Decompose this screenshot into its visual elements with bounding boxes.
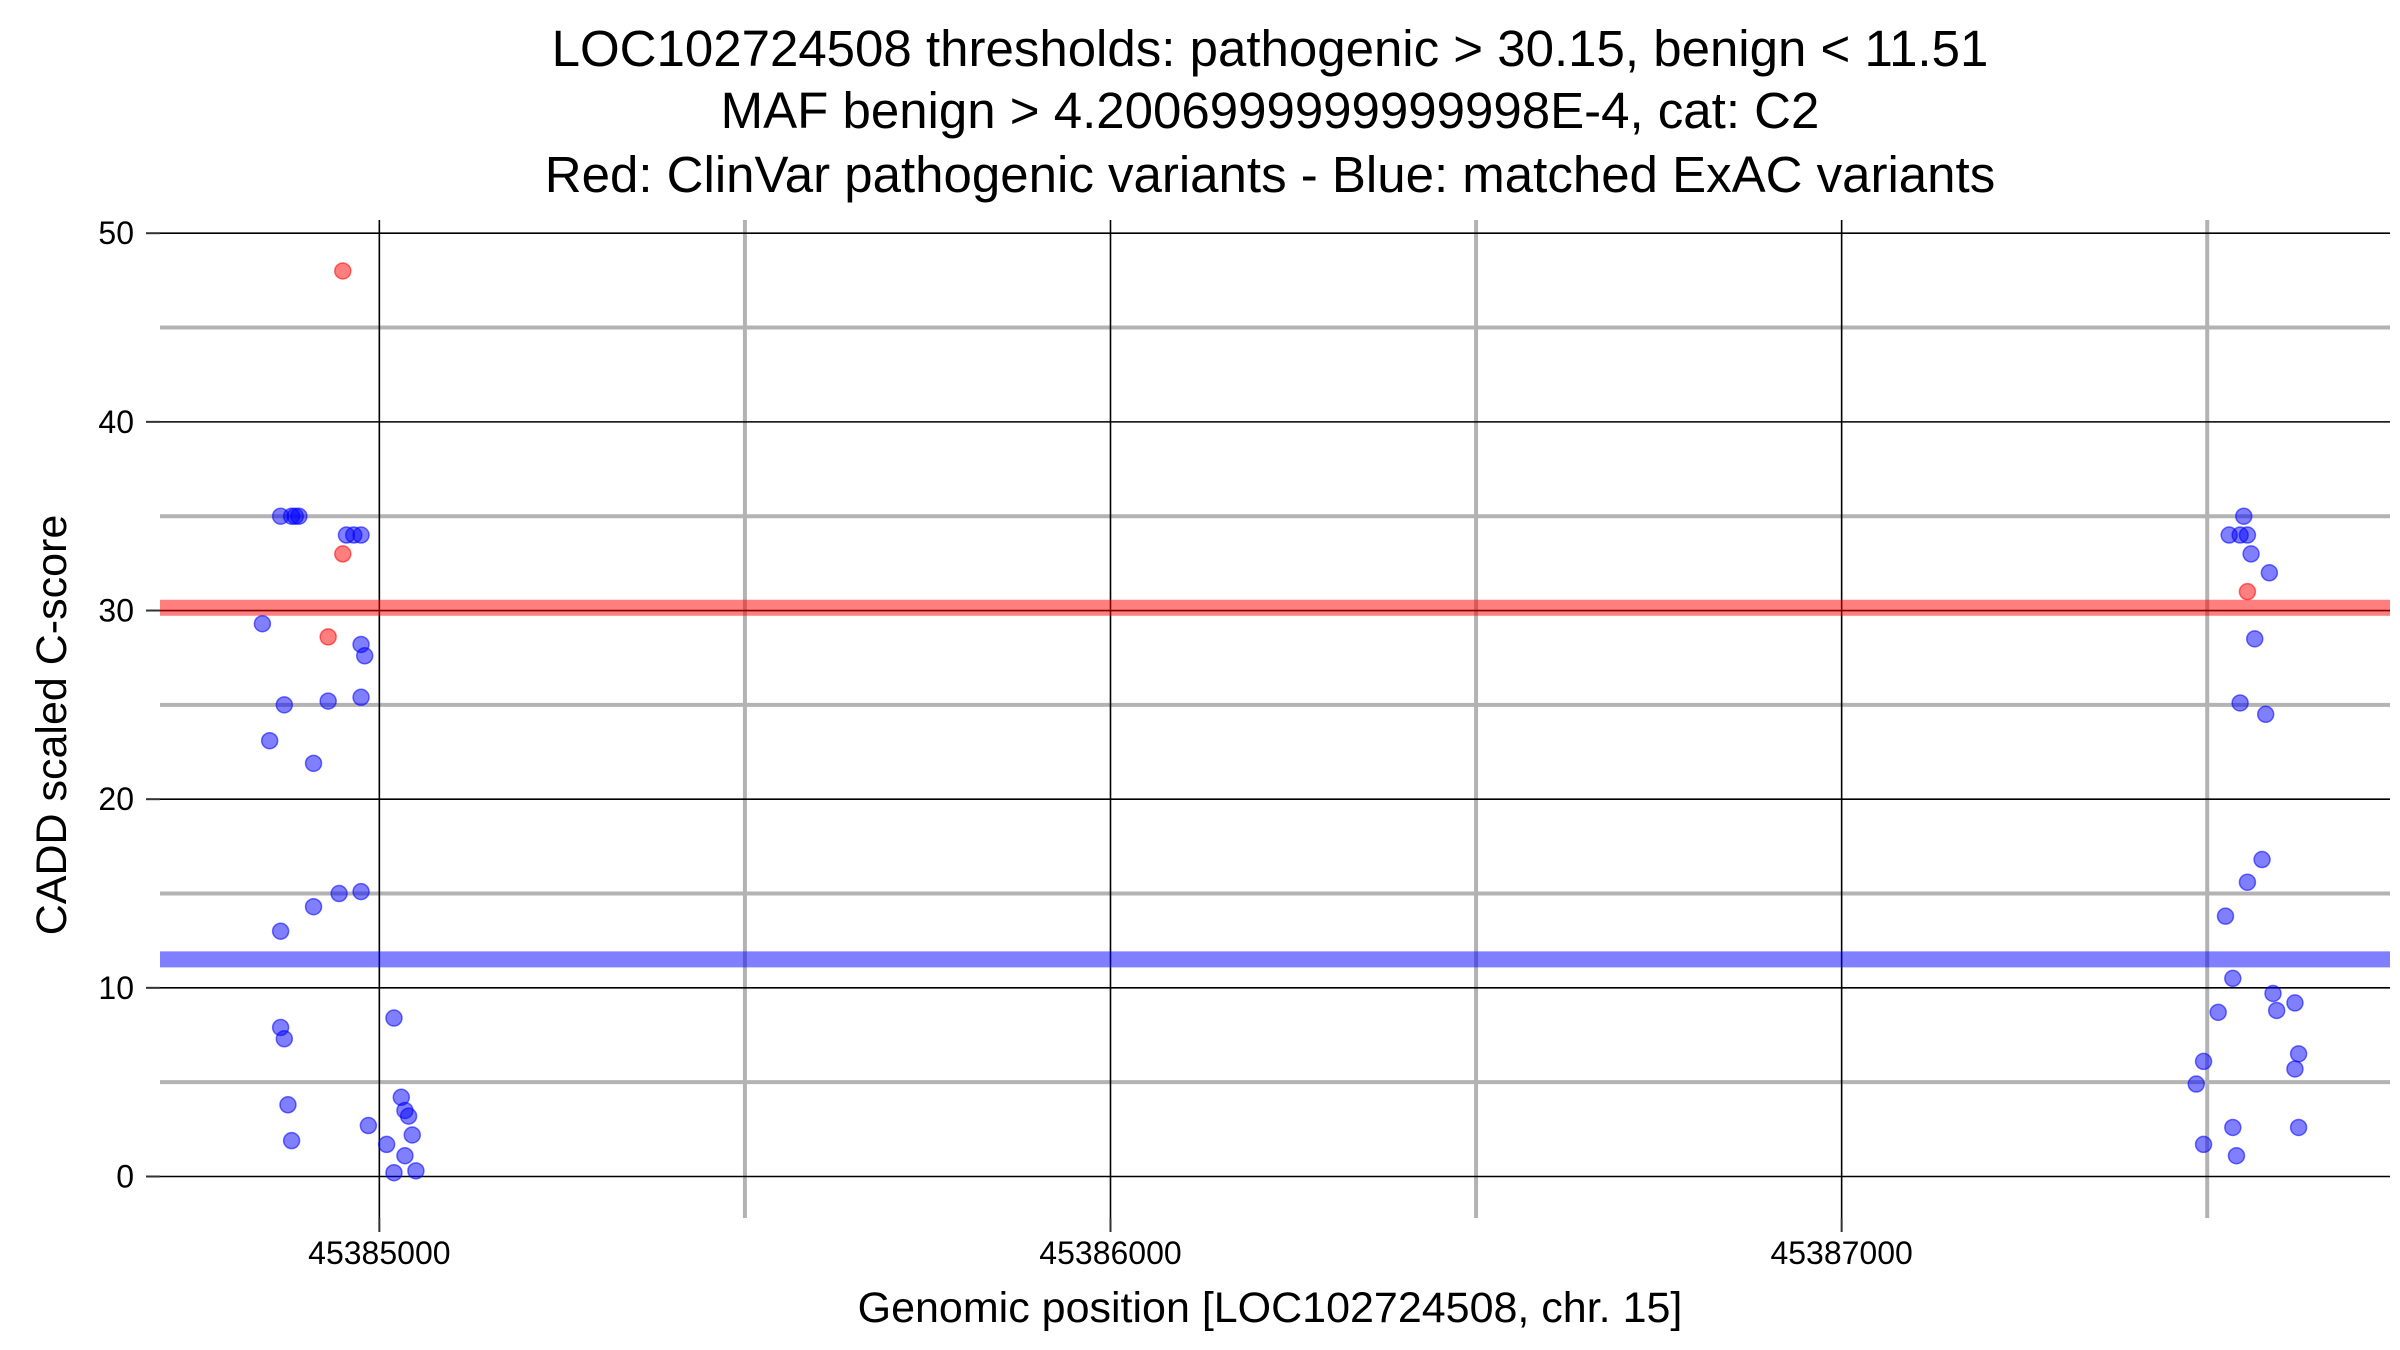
chart-title-line-3: Red: ClinVar pathogenic variants - Blue:… (545, 146, 1995, 203)
exac-variant-point (304, 897, 323, 916)
exac-variant-point (385, 1009, 403, 1027)
y-tick-label: 50 (98, 215, 134, 251)
exac-variant-point (2227, 1146, 2246, 1165)
exac-variant-point (2242, 545, 2260, 563)
exac-variant-point (399, 1107, 418, 1125)
exac-variant-point (2245, 630, 2264, 648)
axes: 0 10 20 30 40 50 45385000 45386000 45387000 (98, 215, 1912, 1271)
exac-variant-point (2238, 526, 2257, 544)
exac-variant-point (396, 1146, 414, 1165)
x-tick-label: 45386000 (1039, 1235, 1181, 1271)
exac-variant-point (2187, 1075, 2205, 1093)
exac-variant-point (2238, 873, 2257, 891)
exac-variant-point (275, 1030, 294, 1048)
x-axis-title: Genomic position [LOC102724508, chr. 15] (858, 1284, 1683, 1332)
exac-variant-point (275, 696, 294, 714)
data-points (253, 262, 2308, 1182)
exac-variant-point (2264, 984, 2282, 1003)
exac-variant-point (2289, 1045, 2308, 1063)
exac-variant-point (407, 1162, 425, 1180)
exac-variant-point (2253, 850, 2271, 869)
x-tick-label: 45385000 (308, 1235, 450, 1271)
exac-variant-point (2286, 1060, 2304, 1078)
exac-variant-point (403, 1126, 421, 1144)
exac-variant-point (330, 884, 348, 903)
exac-variant-point (2260, 564, 2279, 582)
exac-variant-point (2216, 907, 2235, 925)
x-tick-label: 45387000 (1770, 1235, 1912, 1271)
exac-variant-point (2224, 1118, 2242, 1137)
exac-variant-point (352, 526, 370, 544)
exac-variant-point (304, 754, 323, 773)
exac-variant-point (2209, 1003, 2227, 1022)
exac-variant-point (2235, 507, 2253, 525)
exac-variant-point (253, 614, 272, 633)
exac-variant-point (2224, 969, 2242, 988)
exac-variant-point (359, 1116, 378, 1135)
exac-variant-point (377, 1135, 396, 1154)
threshold-lines (160, 599, 2390, 968)
y-axis-title: CADD scaled C-score (28, 515, 76, 936)
chart-title-line-2: MAF benign > 4.2006999999999998E-4, cat:… (721, 82, 1820, 139)
y-tick-label: 40 (98, 404, 134, 440)
exac-variant-point (385, 1163, 403, 1182)
y-tick-label: 0 (116, 1158, 134, 1194)
grid (160, 220, 2390, 1218)
pathogenic-variant-point (319, 628, 337, 646)
exac-variant-point (2231, 694, 2249, 712)
exac-variant-point (352, 688, 370, 707)
exac-variant-point (2286, 994, 2304, 1012)
chart-title-line-1: LOC102724508 thresholds: pathogenic > 30… (552, 20, 1989, 77)
pathogenic-variant-point (334, 262, 352, 280)
exac-variant-point (2256, 705, 2275, 724)
exac-variant-point (319, 692, 337, 710)
pathogenic-variant-point (2238, 582, 2257, 601)
exac-variant-point (279, 1096, 297, 1114)
y-tick-label: 20 (98, 781, 134, 817)
exac-variant-point (260, 731, 279, 750)
exac-variant-point (352, 882, 370, 901)
chart-title: LOC102724508 thresholds: pathogenic > 30… (545, 20, 1995, 203)
exac-variant-point (2267, 1001, 2286, 1020)
exac-variant-point (2289, 1118, 2308, 1137)
exac-variant-point (355, 647, 374, 665)
exac-variant-point (282, 1131, 301, 1150)
exac-variant-point (286, 507, 305, 525)
exac-variant-point (271, 922, 290, 940)
pathogenic-variant-point (334, 545, 352, 563)
exac-variant-point (2194, 1052, 2213, 1071)
y-tick-label: 10 (98, 970, 134, 1006)
y-tick-label: 30 (98, 593, 134, 629)
exac-variant-point (2194, 1135, 2213, 1154)
